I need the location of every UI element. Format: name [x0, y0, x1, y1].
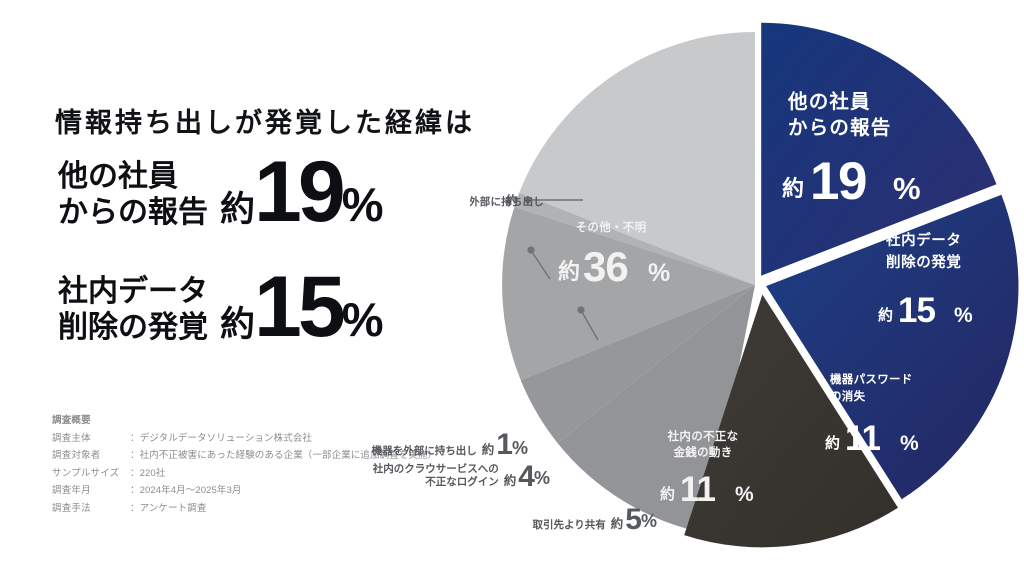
pie-slice-device-password-loss[interactable]	[684, 294, 898, 548]
page-title: 情報持ち出しが発覚した経緯は	[55, 108, 475, 138]
pie-label-11a-line2: の消失	[830, 389, 866, 403]
pie-label-19-percent: %	[893, 171, 921, 206]
survey-row-2-key: サンプルサイズ	[52, 467, 120, 479]
pie-callout-unauthorized-cloud-login	[527, 246, 551, 280]
leader-dot-5pct	[577, 306, 585, 314]
pie-slice-shared-by-partner[interactable]	[520, 285, 755, 444]
pie-slice-internal-data-deletion[interactable]	[766, 194, 1019, 500]
survey-row-0-value: ：デジタルデータソリューション株式会社	[130, 432, 313, 444]
pie-label-11a-percent: %	[900, 432, 919, 455]
pie-label-36-number: 36	[583, 243, 628, 290]
pie-exploded-slices	[684, 22, 1019, 548]
kpi-1-prefix: 約	[220, 190, 255, 229]
kpi-2-label-line2: 削除の発覚	[58, 311, 208, 345]
pie-label-19-number: 19	[810, 152, 866, 211]
kpi-1-percent-sign: %	[341, 178, 384, 231]
kpi-highlight-2: 社内データ 削除の発覚 約 15 %	[58, 259, 384, 355]
kpi-1-number: 19	[254, 144, 346, 240]
pie-callout-shared-by-partner	[577, 306, 599, 341]
pie-label-other-unknown: その他・不明 約 36 %	[558, 220, 670, 290]
left-panel: 情報持ち出しが発覚した経緯は 他の社員 からの報告 約 19 % 社内データ 削…	[52, 108, 475, 518]
pie-label-36-prefix: 約	[558, 259, 580, 284]
pie-label-15-line2: 削除の発覚	[886, 253, 962, 271]
survey-row-3-value: ：2024年4月〜2025年3月	[130, 485, 242, 497]
pie-label-15-prefix: 約	[878, 306, 893, 324]
pie-label-11a-number: 11	[845, 419, 881, 458]
kpi-2-percent-sign: %	[341, 293, 384, 346]
pie-label-15-number: 15	[898, 291, 935, 330]
kpi-2-value-group: 約 15 %	[220, 259, 384, 355]
survey-row-4: 調査手法 ：アンケート調査	[52, 500, 437, 518]
survey-row-2-value: ：220社	[130, 467, 166, 479]
survey-row-1: 調査対象者 ：社内不正被害にあった経験のある企業（一部企業に追加調査を実施）	[52, 447, 437, 465]
pie-callout-1-label: 機器を外部に持ち出し	[470, 195, 544, 208]
survey-row-4-value: ：アンケート調査	[130, 502, 207, 514]
pie-label-11b-number: 11	[680, 470, 716, 509]
survey-row-1-value: ：社内不正被害にあった経験のある企業（一部企業に追加調査を実施）	[130, 450, 438, 462]
pie-label-19-line2: からの報告	[788, 116, 892, 139]
kpi-1-value-group: 約 19 %	[220, 144, 384, 240]
pie-label-report-from-colleague: 他の社員 からの報告 約 19 %	[782, 90, 921, 211]
pie-label-11a-line1: 機器パスワード	[830, 372, 913, 386]
pie-label-11b-percent: %	[735, 483, 754, 506]
pie-slice-device-taken-outside[interactable]	[514, 192, 755, 285]
survey-summary-title: 調査概要	[52, 415, 91, 426]
pie-label-15-line1: 社内データ	[885, 231, 962, 249]
pie-label-11a-prefix: 約	[825, 434, 840, 452]
pie-label-36-line1: その他・不明	[576, 220, 647, 234]
kpi-2-prefix: 約	[220, 305, 255, 344]
leader-line-4pct	[531, 251, 551, 280]
kpi-1-label-line1: 他の社員	[58, 159, 178, 193]
pie-label-15-percent: %	[954, 304, 973, 327]
pie-label-11b-line1: 社内の不正な	[667, 429, 739, 443]
pie-label-19-prefix: 約	[782, 176, 804, 201]
leader-dot-1pct	[524, 196, 532, 204]
survey-summary: 調査概要 調査主体 ：デジタルデータソリューション株式会社 調査対象者 ：社内不…	[52, 412, 437, 518]
pie-slice-unauthorized-cloud-login[interactable]	[502, 206, 755, 381]
pie-label-11b-line2: 金銭の動き	[673, 445, 733, 459]
pie-callout-1-prefix: 約	[505, 193, 518, 208]
survey-row-0-key: 調査主体	[52, 432, 91, 444]
pie-callout-device-taken-outside: 機器を外部に持ち出し 約	[470, 193, 583, 208]
pie-slice-other-unknown[interactable]	[519, 31, 755, 286]
kpi-1-label-line2: からの報告	[58, 196, 208, 230]
survey-row-3-key: 調査年月	[52, 485, 91, 497]
kpi-highlight-1: 他の社員 からの報告 約 19 %	[58, 144, 384, 240]
kpi-2-label-line1: 社内データ	[58, 274, 208, 308]
survey-row-2: サンプルサイズ ：220社	[52, 465, 437, 483]
survey-row-3: 調査年月 ：2024年4月〜2025年3月	[52, 482, 437, 500]
leader-dot-4pct	[527, 246, 535, 254]
kpi-2-number: 15	[254, 259, 346, 355]
pie-label-internal-data-deletion: 社内データ 削除の発覚 約 15 %	[878, 231, 973, 330]
pie-label-11b-prefix: 約	[660, 485, 675, 503]
survey-row-0: 調査主体 ：デジタルデータソリューション株式会社	[52, 430, 437, 448]
leader-line-5pct	[581, 311, 599, 341]
pie-slice-report-from-colleague[interactable]	[761, 22, 997, 276]
pie-label-19-line1: 他の社員	[787, 90, 871, 113]
survey-row-4-key: 調査手法	[52, 502, 91, 514]
pie-chart: 他の社員 からの報告 約 19 % 社内データ 削除の発覚 約 15 % 機器パ…	[372, 0, 1024, 576]
pie-label-36-percent: %	[648, 259, 670, 287]
kpi-1-label: 他の社員 からの報告	[58, 159, 208, 232]
pie-chart-svg: 他の社員 からの報告 約 19 % 社内データ 削除の発覚 約 15 % 機器パ…	[470, 22, 1019, 548]
pie-label-internal-money-movement: 社内の不正な 金銭の動き 約 11 %	[660, 429, 754, 509]
kpi-2-label: 社内データ 削除の発覚	[58, 274, 208, 347]
pie-label-device-password-loss: 機器パスワード の消失 約 11 %	[825, 372, 919, 458]
survey-row-1-key: 調査対象者	[52, 450, 101, 462]
